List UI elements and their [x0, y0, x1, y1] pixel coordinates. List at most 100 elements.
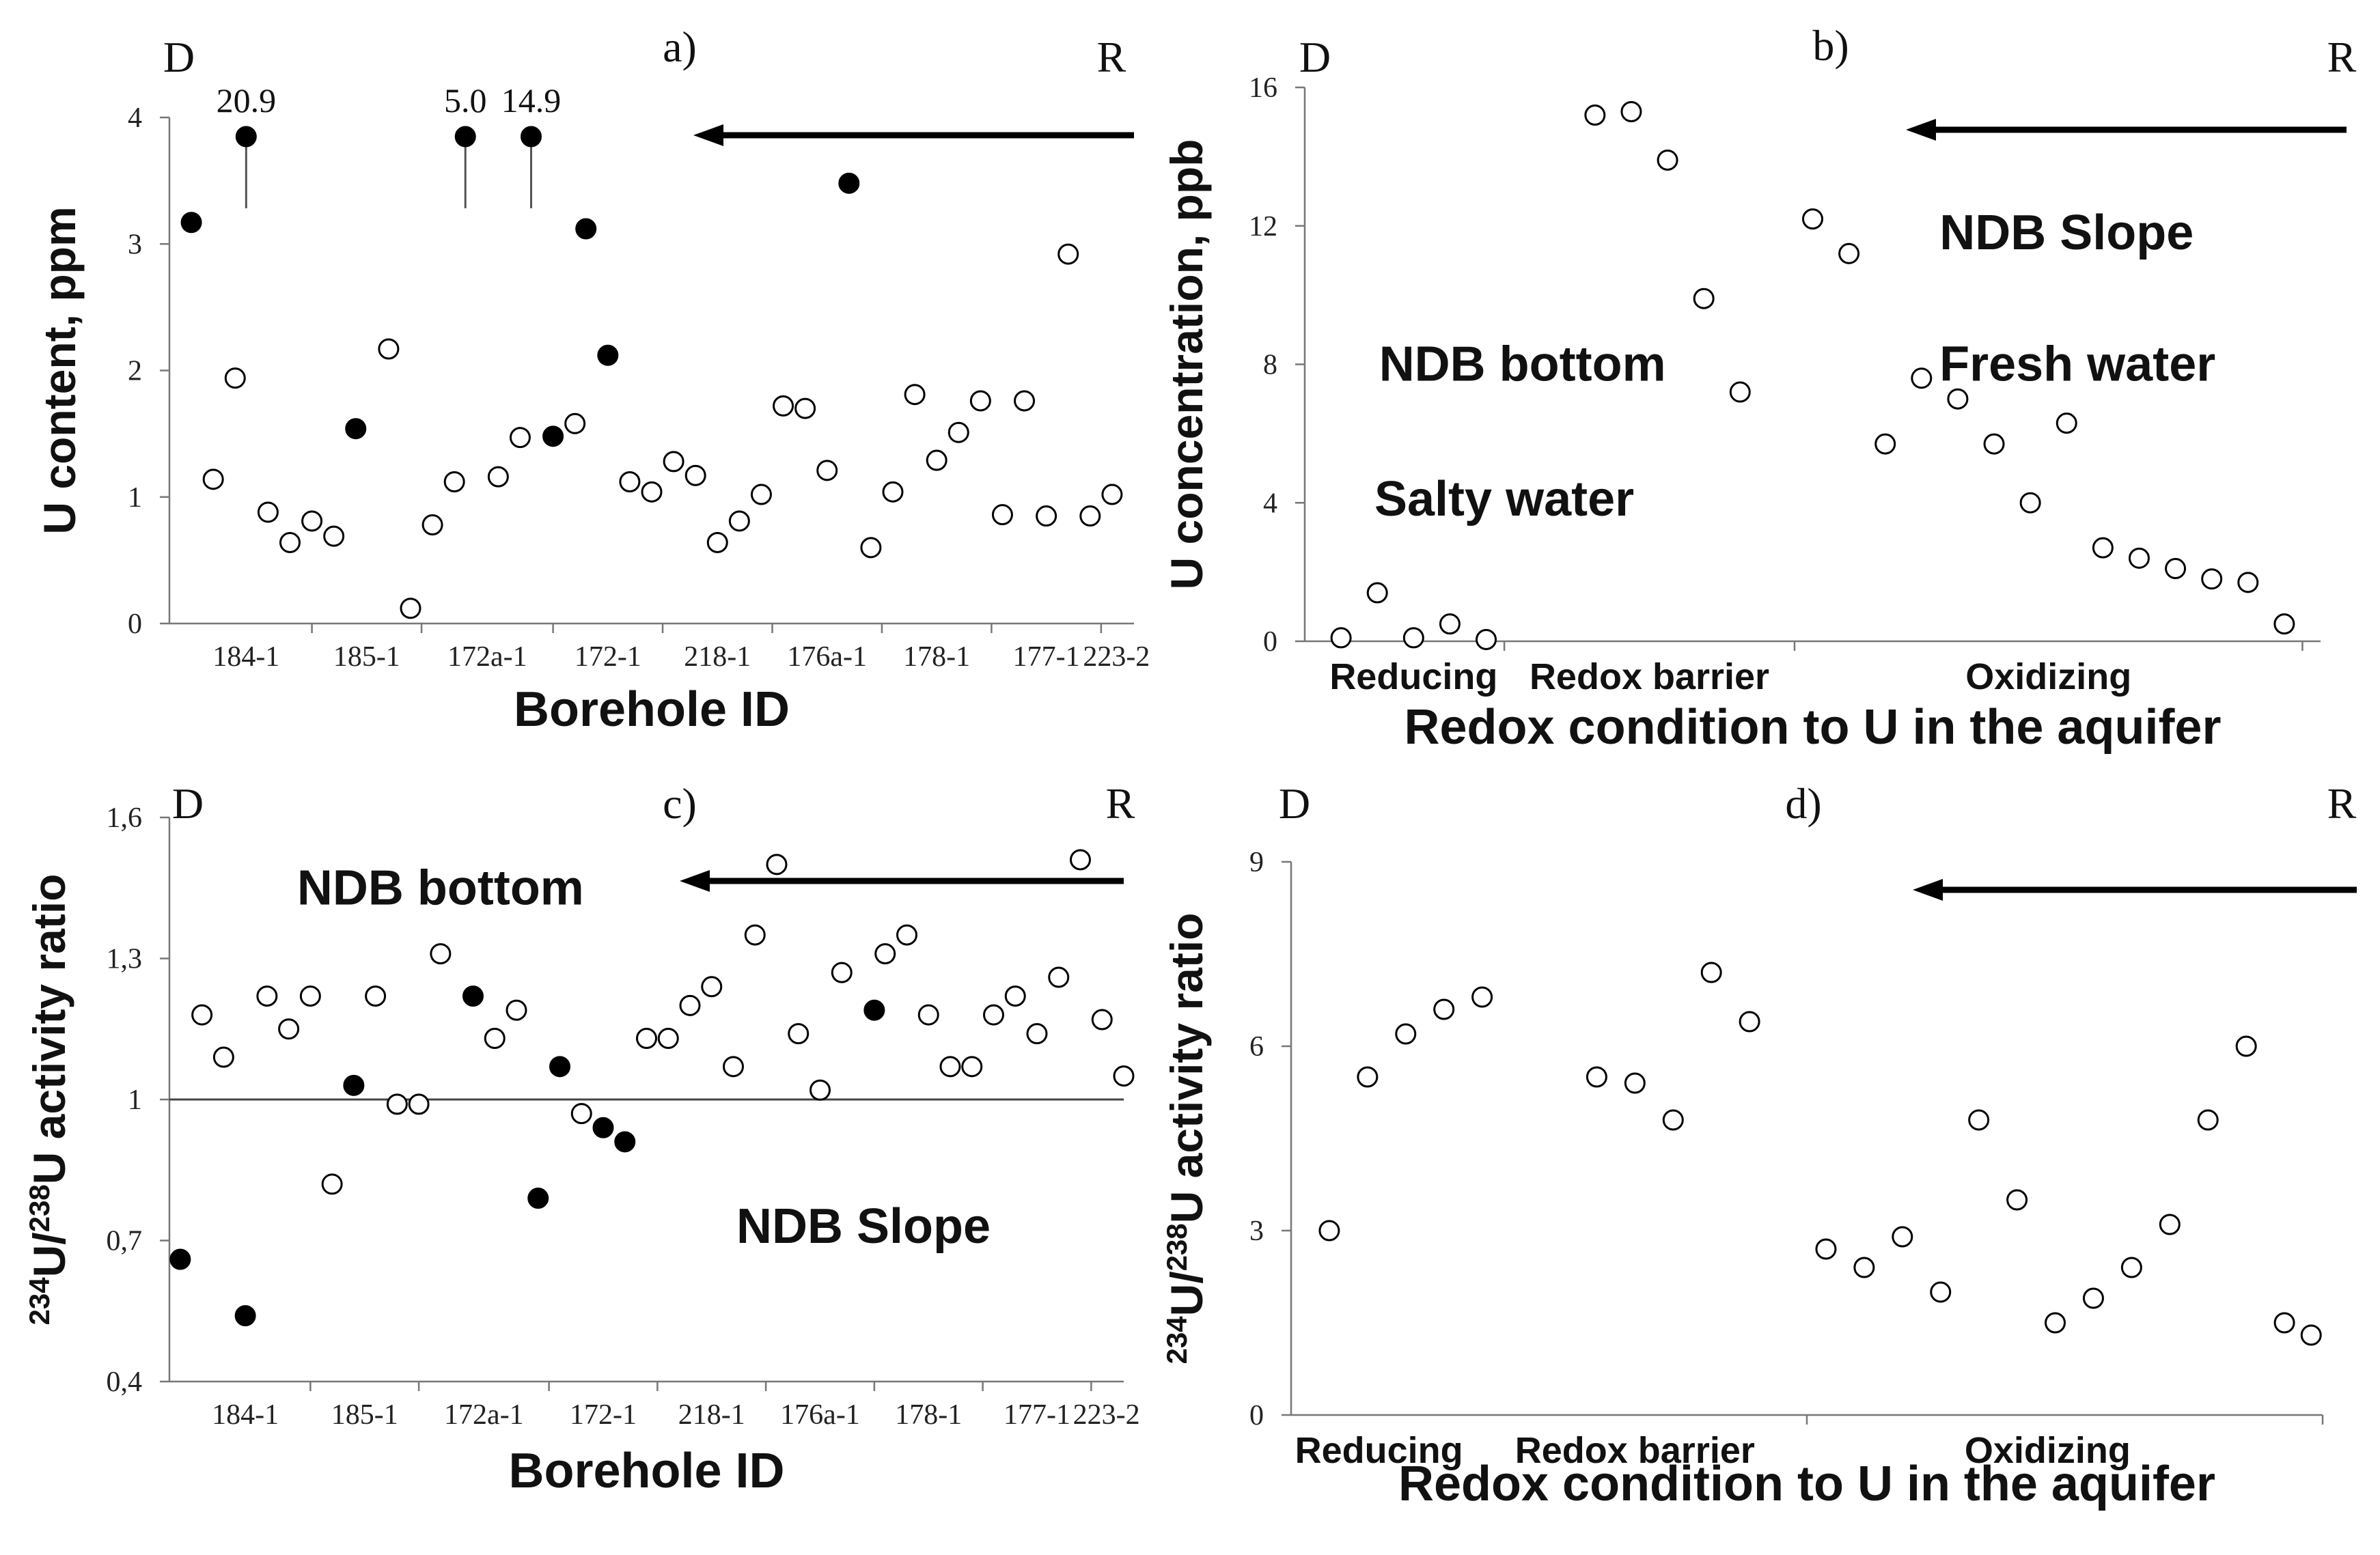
corner-label-r: R: [2327, 33, 2357, 81]
panel-a: 0 1 2 3 4 184-1 185-1 172a-1 172-1 218-1 176a-1 178…: [34, 23, 1150, 737]
region-label: Oxidizing: [1965, 656, 2131, 697]
data-point-open: [831, 962, 853, 983]
isotope-superscript: 238: [23, 1184, 55, 1232]
y-tick-label: 0: [128, 608, 142, 640]
data-point-filled: [345, 418, 367, 440]
offscale-value-label: 5.0: [444, 81, 487, 120]
data-point-open: [1802, 208, 1823, 230]
y-axis-title-text: U activity ratio: [1161, 913, 1212, 1224]
x-tick-label: 223-2: [1073, 1399, 1140, 1431]
data-point-open: [2165, 558, 2187, 580]
data-point-open: [1014, 390, 1036, 412]
flow-arrow-head: [1913, 879, 1943, 901]
data-point-open: [1079, 505, 1101, 527]
data-point-open: [1838, 242, 1860, 264]
data-point-open: [679, 994, 701, 1016]
isotope-superscript: 238: [1161, 1223, 1193, 1271]
y-tick-label: 2: [128, 356, 142, 387]
x-tick-label: 178-1: [903, 641, 970, 673]
data-point-open: [1439, 613, 1461, 635]
y-tick-label: 1: [128, 482, 142, 514]
data-point-open: [1036, 505, 1057, 527]
data-point-open: [2082, 1287, 2104, 1309]
data-point-filled: [234, 1305, 256, 1327]
data-point-open: [212, 1046, 234, 1068]
y-axis-title-text: U/: [24, 1232, 74, 1277]
data-point-open: [443, 471, 465, 493]
y-axis-title: U concentration, ppb: [1161, 139, 1212, 590]
data-point-filled: [527, 1188, 549, 1209]
data-point-open: [256, 985, 278, 1007]
data-point-open: [816, 460, 838, 481]
data-point-open: [723, 1056, 744, 1078]
panel-label: a): [663, 23, 697, 71]
x-axis-title: Borehole ID: [514, 682, 790, 737]
x-tick-label: 172a-1: [444, 1399, 524, 1431]
data-point-open: [1113, 1065, 1135, 1087]
data-point-open: [2019, 492, 2041, 514]
data-point-open: [1624, 1072, 1646, 1094]
y-tick-label: 0: [1249, 1400, 1264, 1431]
corner-label-d: D: [1279, 779, 1310, 828]
flow-arrow-head: [1906, 119, 1936, 141]
y-tick-label: 9: [1249, 847, 1264, 878]
y-tick-label: 12: [1249, 211, 1277, 242]
y-tick-label: 1,6: [107, 802, 143, 834]
data-point-open: [257, 501, 279, 523]
data-point-open: [2159, 1214, 2181, 1235]
data-point-filled: [863, 999, 885, 1021]
data-point-open: [2197, 1109, 2219, 1131]
data-point-open: [506, 999, 527, 1021]
data-point-filled: [549, 1056, 570, 1078]
data-point-open: [2006, 1189, 2028, 1211]
annotation: NDB bottom: [1379, 337, 1666, 392]
data-point-filled: [614, 1131, 636, 1153]
isotope-superscript: 234: [23, 1277, 55, 1326]
data-point-open: [1620, 100, 1642, 122]
data-point-open: [1318, 1220, 1340, 1242]
data-point-open: [1366, 582, 1388, 604]
x-tick-label: 185-1: [331, 1399, 398, 1431]
data-point-open: [1815, 1238, 1837, 1260]
data-point-open: [1433, 998, 1455, 1020]
data-point-open: [224, 367, 246, 389]
data-point-filled: [597, 344, 619, 366]
y-tick-label: 1: [128, 1084, 142, 1116]
data-point-open: [1026, 1023, 1048, 1045]
data-point-open: [1853, 1257, 1875, 1278]
data-point-open: [278, 1018, 300, 1040]
offscale-value-label: 14.9: [501, 81, 562, 120]
data-point-open: [386, 1093, 408, 1115]
data-point-open: [1968, 1109, 1990, 1131]
data-point-open: [882, 481, 904, 503]
annotation: Fresh water: [1939, 337, 2215, 392]
data-point-open: [991, 504, 1013, 526]
data-point-open: [509, 427, 531, 449]
data-point-open: [766, 854, 788, 875]
x-tick-label: 184-1: [212, 1399, 279, 1431]
data-point-filled: [592, 1117, 614, 1138]
x-tick-label: 184-1: [212, 641, 279, 673]
data-point-open: [2045, 1312, 2066, 1334]
annotation: NDB Slope: [1939, 206, 2194, 260]
y-tick-label: 0,7: [107, 1226, 143, 1257]
data-point-open: [1729, 381, 1751, 403]
data-point-open: [657, 1028, 679, 1050]
x-tick-label: 178-1: [895, 1399, 962, 1431]
data-point-open: [641, 481, 663, 503]
data-point-open: [706, 531, 728, 553]
x-axis-title: Redox condition to U in the aquifer: [1398, 1457, 2215, 1511]
x-tick-label: 185-1: [333, 641, 400, 673]
panel-d: 0 3 6 9 Reducing Redox barrier OxidizingRedox …: [1161, 779, 2357, 1511]
y-axis-title: 234U/238U activity ratio: [23, 874, 75, 1326]
data-point-open: [299, 985, 321, 1007]
panel-c: 0,4 0,7 1 1,3 1,6 184-1 185-1 172a-1 172-1 218-1 1…: [23, 779, 1140, 1498]
data-point-open: [202, 468, 224, 490]
data-point-open: [983, 1004, 1004, 1026]
data-point-open: [2235, 1035, 2257, 1057]
data-point-open: [430, 943, 452, 965]
corner-label-r: R: [2327, 779, 2357, 828]
data-point-open: [1693, 288, 1715, 309]
panel-label: d): [1785, 779, 1821, 828]
x-tick-label: 177-1: [1004, 1399, 1070, 1431]
